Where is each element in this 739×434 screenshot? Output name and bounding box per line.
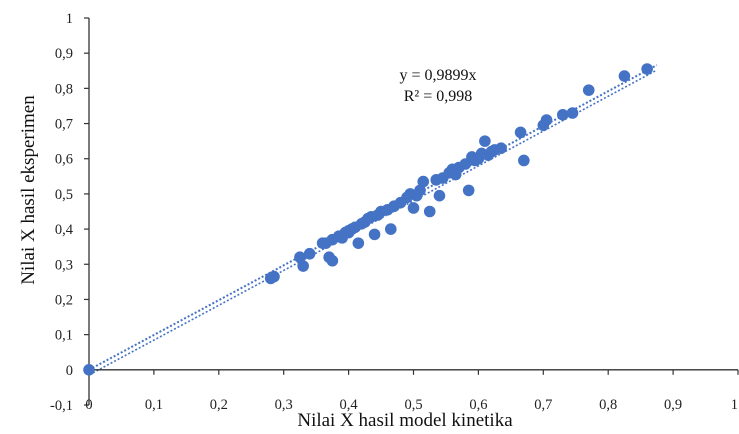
x-axis-title: Nilai X hasil model kinetika <box>297 410 513 431</box>
x-tick-label: 0,5 <box>404 397 422 413</box>
data-point <box>495 142 507 154</box>
y-tick-label: 1 <box>66 11 73 27</box>
data-point <box>368 228 381 241</box>
x-tick-label: 0,3 <box>275 397 293 413</box>
data-point <box>479 135 491 147</box>
y-tick-label: -0,1 <box>50 398 73 414</box>
r-squared-label: R² = 0,998 <box>404 88 473 105</box>
x-tick-label: 0 <box>85 397 92 413</box>
data-point <box>268 270 280 283</box>
x-tick-label: 0,2 <box>210 397 228 413</box>
x-tick-label: 0,9 <box>664 397 682 413</box>
data-point <box>294 251 306 264</box>
data-point <box>407 202 420 214</box>
data-point <box>582 84 595 96</box>
data-point <box>641 63 653 75</box>
y-axis-title: Nilai X hasil eksperimen <box>18 95 39 285</box>
data-point <box>423 205 436 218</box>
x-tick-label: 0,4 <box>340 397 359 413</box>
y-tick-label: 0,9 <box>55 46 73 62</box>
y-tick-label: 0,4 <box>55 222 74 238</box>
data-point <box>566 107 579 119</box>
y-tick-label: 0,3 <box>55 257 73 273</box>
data-point <box>303 247 316 260</box>
data-point <box>556 108 569 121</box>
data-point <box>417 175 430 188</box>
data-point <box>618 70 631 82</box>
data-points <box>83 63 653 376</box>
y-tick-label: 0 <box>66 363 73 379</box>
x-tick-label: 0,8 <box>599 397 617 413</box>
data-point <box>297 260 309 272</box>
y-tick-label: 0,8 <box>55 81 73 97</box>
x-tick-label: 0,6 <box>469 397 487 413</box>
y-tick-label: 0,5 <box>55 187 73 203</box>
x-tick-label: 0,1 <box>145 397 163 413</box>
y-tick-label: 0,7 <box>55 117 73 133</box>
data-point <box>414 184 426 197</box>
data-point <box>462 184 475 197</box>
x-tick-label: 0,7 <box>534 397 552 413</box>
axes <box>84 17 739 406</box>
y-tick-label: 0,1 <box>55 328 73 344</box>
data-point <box>433 189 446 202</box>
data-point <box>540 114 553 126</box>
y-tick-label: 0,2 <box>55 292 73 308</box>
data-point <box>518 154 530 167</box>
trendline-equation: y = 0,9899x <box>399 67 476 84</box>
tick-labels: -0,1 0 0,1 0,2 0,3 0,4 0,5 0,6 0,7 0,8 0,9 1 0 0,1 0,2… <box>50 11 738 414</box>
data-point <box>326 254 339 267</box>
y-tick-label: 0,6 <box>55 152 73 168</box>
data-point <box>83 364 95 376</box>
data-point <box>384 223 397 235</box>
data-point <box>514 126 527 139</box>
data-point <box>352 237 365 249</box>
x-tick-label: 1 <box>731 397 738 413</box>
